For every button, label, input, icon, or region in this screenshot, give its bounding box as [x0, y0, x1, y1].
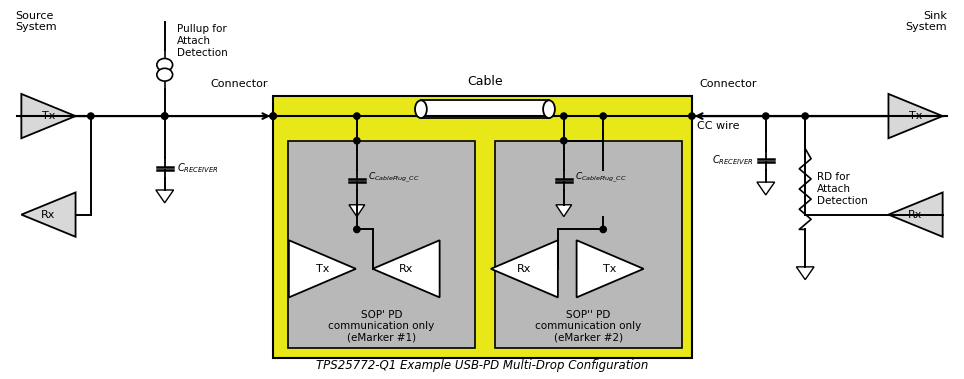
Polygon shape [796, 267, 814, 280]
Text: Rx: Rx [399, 264, 414, 274]
Circle shape [162, 113, 168, 119]
Text: Source
System: Source System [15, 11, 57, 32]
Polygon shape [21, 193, 75, 237]
Circle shape [802, 113, 809, 119]
Text: Connector: Connector [211, 78, 268, 89]
Polygon shape [21, 94, 75, 138]
Circle shape [354, 226, 360, 233]
Text: Rx: Rx [41, 210, 56, 219]
Text: TPS25772-Q1 Example USB-PD Multi-Drop Configuration: TPS25772-Q1 Example USB-PD Multi-Drop Co… [316, 359, 648, 372]
Text: Tx: Tx [909, 111, 923, 121]
Bar [288, 141, 475, 348]
Ellipse shape [543, 100, 555, 118]
Bar [273, 96, 692, 357]
Polygon shape [289, 240, 356, 298]
Circle shape [600, 226, 606, 233]
Text: SOP' PD
communication only
(eMarker #1): SOP' PD communication only (eMarker #1) [329, 310, 435, 343]
Text: $C_{CablePlug\_CC}$: $C_{CablePlug\_CC}$ [575, 171, 627, 185]
Text: Sink
System: Sink System [905, 11, 947, 32]
Bar [495, 141, 682, 348]
Polygon shape [373, 240, 440, 298]
Circle shape [162, 113, 168, 119]
Text: Connector: Connector [700, 78, 758, 89]
Text: Tx: Tx [603, 264, 617, 274]
Text: Tx: Tx [315, 264, 329, 274]
Text: $C_{RECEIVER}$: $C_{RECEIVER}$ [712, 153, 754, 168]
Polygon shape [889, 193, 943, 237]
Circle shape [561, 138, 567, 144]
Text: Rx: Rx [908, 210, 923, 219]
Polygon shape [556, 205, 572, 216]
Text: Pullup for
Attach
Detection: Pullup for Attach Detection [176, 25, 228, 58]
Circle shape [270, 113, 277, 119]
Text: RD for
Attach
Detection: RD for Attach Detection [817, 172, 868, 205]
Text: Rx: Rx [517, 264, 531, 274]
Polygon shape [576, 240, 644, 298]
Text: CC wire: CC wire [697, 121, 739, 131]
Circle shape [354, 113, 360, 119]
Circle shape [763, 113, 769, 119]
Bar [421, 100, 549, 118]
Polygon shape [491, 240, 558, 298]
Text: $C_{RECEIVER}$: $C_{RECEIVER}$ [176, 161, 219, 175]
Ellipse shape [415, 100, 427, 118]
Circle shape [88, 113, 94, 119]
Circle shape [688, 113, 695, 119]
Text: Cable: Cable [468, 75, 503, 88]
Ellipse shape [157, 58, 173, 71]
Polygon shape [156, 190, 174, 203]
Polygon shape [889, 94, 943, 138]
Circle shape [561, 113, 567, 119]
Text: $C_{CablePlug\_CC}$: $C_{CablePlug\_CC}$ [367, 171, 419, 185]
Circle shape [270, 113, 277, 119]
Polygon shape [757, 182, 775, 195]
Ellipse shape [157, 68, 173, 81]
Polygon shape [349, 205, 364, 216]
Circle shape [600, 113, 606, 119]
Circle shape [354, 138, 360, 144]
Text: SOP'' PD
communication only
(eMarker #2): SOP'' PD communication only (eMarker #2) [535, 310, 641, 343]
Text: Tx: Tx [41, 111, 55, 121]
